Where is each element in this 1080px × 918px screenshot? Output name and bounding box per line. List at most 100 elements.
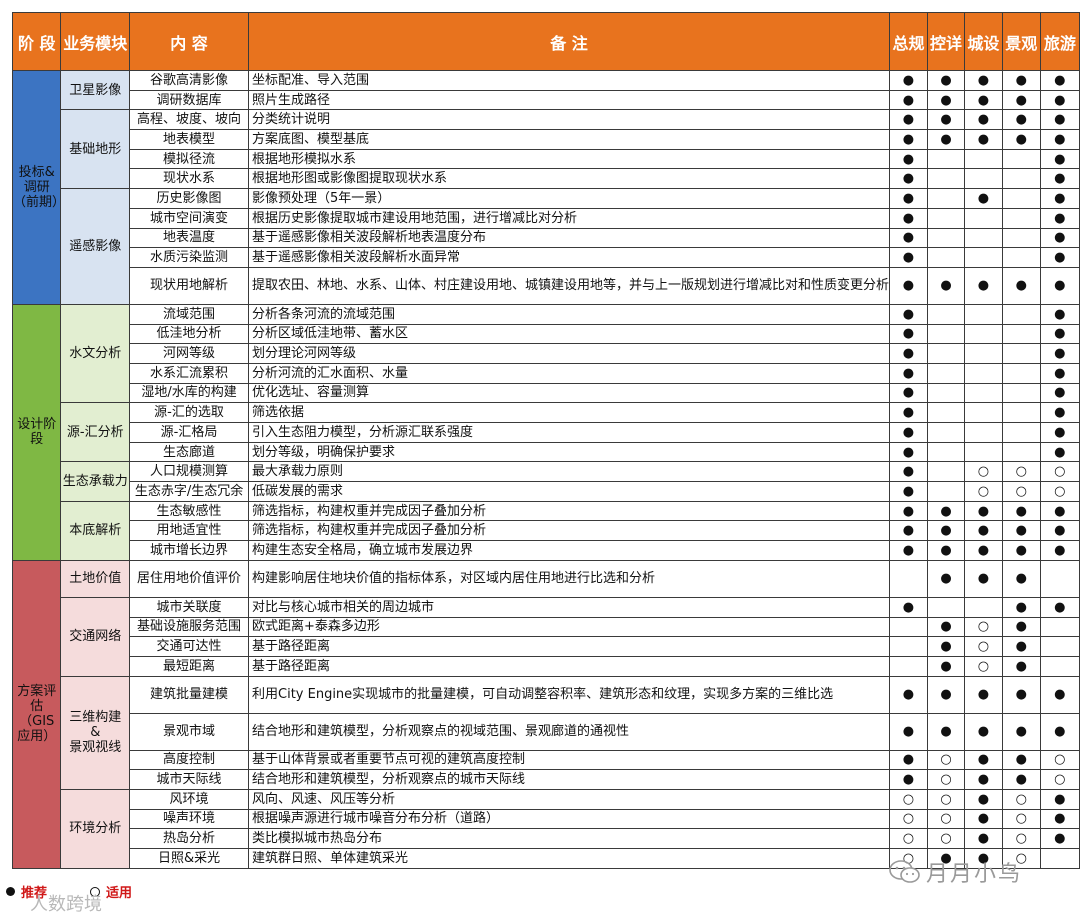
table-row: 源-汇格局 引入生态阻力模型，分析源汇联系强度 ● ●	[13, 422, 1080, 443]
mark-cell: ○	[1039, 481, 1080, 502]
mark-cell	[926, 596, 966, 618]
mark-cell: ●	[889, 596, 928, 618]
mark-cell: ●	[1001, 89, 1041, 111]
mark-cell: ●	[1039, 109, 1080, 131]
mark-cell: ●	[889, 266, 928, 305]
mark-cell: ●	[1039, 323, 1080, 345]
mark-cell: ●	[889, 70, 928, 91]
mark-cell	[964, 596, 1003, 618]
table-row: 水质污染监测 基于遥感影像相关波段解析水面异常 ● ●	[13, 247, 1080, 268]
note-cell: 最大承载力原则	[247, 461, 891, 483]
mark-cell: ●	[964, 129, 1003, 150]
mark-cell: ●	[964, 675, 1003, 714]
legend-apply: 适用	[90, 882, 132, 901]
note-cell: 引入生态阻力模型，分析源汇联系强度	[247, 422, 891, 443]
mark-cell: ●	[889, 109, 928, 131]
mark-cell	[926, 481, 966, 502]
mark-cell: ●	[964, 828, 1003, 849]
content-cell: 城市增长边界	[129, 540, 249, 561]
table-row: 城市天际线 结合地形和建筑模型，分析观察点的城市天际线 ● ○ ● ● ○	[13, 769, 1080, 790]
mark-cell	[1001, 422, 1041, 443]
table-row: 河网等级 划分理论河网等级 ● ●	[13, 343, 1080, 364]
table-row: 生态廊道 划分等级，明确保护要求 ● ●	[13, 441, 1080, 463]
table-row: 生态赤字/生态冗余 低碳发展的需求 ● ○ ○ ○	[13, 481, 1080, 502]
content-cell: 风环境	[129, 788, 249, 810]
mark-cell: ●	[1039, 148, 1080, 170]
mark-cell: ●	[964, 109, 1003, 131]
analysis-table: 阶 段 业务模块 内 容 备 注 总规 控详 城设 景观 旅游 投标&调研 （前…	[11, 12, 1080, 869]
mark-cell	[964, 168, 1003, 190]
legend-recommend: 推荐	[6, 882, 47, 901]
mark-cell	[926, 382, 966, 404]
content-cell: 源-汇格局	[129, 422, 249, 443]
mark-cell	[1001, 188, 1041, 209]
mark-cell	[1001, 382, 1041, 404]
content-cell: 现状水系	[129, 168, 249, 190]
mark-cell: ●	[1039, 343, 1080, 364]
mark-cell: ●	[1039, 520, 1080, 542]
table-row: 设计阶段 水文分析 流域范围 分析各条河流的流域范围 ● ●	[11, 303, 1080, 561]
mark-cell	[1039, 559, 1080, 598]
note-cell: 影像预处理（5年一景）	[247, 188, 891, 209]
mark-cell: ○	[964, 636, 1003, 657]
mark-cell: ●	[1039, 675, 1080, 714]
mark-cell: ●	[1001, 616, 1041, 638]
mark-cell	[889, 616, 928, 638]
mark-cell: ●	[1039, 188, 1080, 209]
header-note: 备 注	[247, 12, 891, 71]
table-row: 基础地形 高程、坡度、坡向 分类统计说明 ● ● ● ● ●	[13, 109, 1080, 190]
table-row: 本底解析 生态敏感性 筛选指标，构建权重并完成因子叠加分析 ● ● ● ● ●	[13, 500, 1080, 561]
mark-cell: ●	[1039, 422, 1080, 443]
note-cell: 分析区域低洼地带、蓄水区	[247, 323, 891, 345]
filled-dot-icon	[6, 887, 15, 896]
note-cell: 坐标配准、导入范围	[247, 70, 891, 91]
mark-cell: ●	[889, 441, 928, 463]
table-row: 地表温度 基于遥感影像相关波段解析地表温度分布 ● ●	[13, 227, 1080, 249]
mark-cell	[926, 207, 966, 229]
mark-cell: ●	[889, 129, 928, 150]
mark-cell: ○	[1039, 769, 1080, 790]
content-cell: 生态廊道	[129, 441, 249, 463]
module-cell: 环境分析	[60, 788, 131, 869]
mark-cell: ●	[889, 343, 928, 364]
mark-cell: ●	[889, 481, 928, 502]
table-row: 日照&采光 建筑群日照、单体建筑采光 ○ ● ● ○	[13, 848, 1080, 869]
table-row: 三维构建 & 景观视线 建筑批量建模 利用City Engine实现城市的批量建模，…	[13, 675, 1080, 790]
table-row: 湿地/水库的构建 优化选址、容量测算 ● ●	[13, 382, 1080, 404]
module-cell: 交通网络	[60, 596, 131, 677]
table-body: 投标&调研 （前期） 卫星影像 谷歌高清影像 坐标配准、导入范围 ● ● ● ● ● 调研数据库照…	[11, 69, 1080, 869]
mark-cell: ●	[1039, 168, 1080, 190]
content-cell: 高度控制	[129, 749, 249, 771]
module-cell: 基础地形	[60, 109, 131, 190]
mark-cell: ●	[1039, 828, 1080, 849]
content-cell: 日照&采光	[129, 848, 249, 869]
mark-cell: ○	[1001, 828, 1041, 849]
note-cell: 方案底图、模型基底	[247, 129, 891, 150]
mark-cell: ●	[926, 540, 966, 561]
header-urban-design: 城设	[964, 12, 1003, 71]
table-row: 地表模型 方案底图、模型基底 ● ● ● ● ●	[13, 129, 1080, 150]
mark-cell	[1001, 402, 1041, 423]
note-cell: 优化选址、容量测算	[247, 382, 891, 404]
note-cell: 照片生成路径	[247, 89, 891, 111]
mark-cell: ●	[1039, 808, 1080, 830]
mark-cell: ○	[926, 788, 966, 810]
mark-cell: ●	[1039, 207, 1080, 229]
mark-cell: ●	[889, 540, 928, 561]
content-cell: 谷歌高清影像	[129, 70, 249, 91]
mark-cell: ○	[889, 808, 928, 830]
mark-cell: ●	[1001, 266, 1041, 305]
table-row: 模拟径流 根据地形模拟水系 ● ●	[13, 148, 1080, 170]
mark-cell: ○	[926, 828, 966, 849]
content-cell: 最短距离	[129, 655, 249, 677]
mark-cell: ●	[926, 675, 966, 714]
mark-cell	[1001, 303, 1041, 325]
mark-cell	[1039, 616, 1080, 638]
note-cell: 根据地形模拟水系	[247, 148, 891, 170]
mark-cell	[1001, 227, 1041, 249]
mark-cell	[926, 227, 966, 249]
table-row: 遥感影像 历史影像图 影像预处理（5年一景） ● ● ●	[13, 188, 1080, 305]
mark-cell	[964, 422, 1003, 443]
mark-cell	[964, 343, 1003, 364]
content-cell: 水质污染监测	[129, 247, 249, 268]
